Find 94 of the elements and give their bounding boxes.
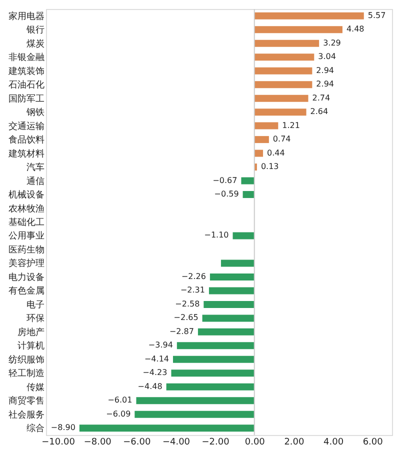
- bar: [254, 108, 306, 116]
- bar: [241, 177, 254, 184]
- data-label: 0.74: [272, 134, 291, 144]
- y-tick-label: 汽车: [26, 162, 44, 174]
- data-label: −4.23: [142, 368, 168, 378]
- data-label: 4.48: [346, 24, 364, 34]
- bar: [204, 300, 254, 308]
- data-label: 3.04: [318, 52, 336, 62]
- y-tick-label: 电力设备: [8, 272, 44, 283]
- y-tick-label: 房地产: [18, 326, 44, 338]
- data-label: −6.01: [108, 396, 132, 405]
- bar: [220, 260, 254, 267]
- y-tick-label: 轻工制造: [8, 368, 44, 380]
- data-label: −2.31: [180, 286, 205, 295]
- bar: [134, 410, 254, 418]
- y-tick-label: 煤炭: [26, 38, 44, 50]
- data-label: −2.87: [169, 326, 194, 336]
- bar: [254, 150, 264, 157]
- y-tick-label: 家用电器: [8, 10, 44, 22]
- y-tick-label: 银行: [26, 24, 44, 36]
- data-label: 3.29: [323, 38, 341, 48]
- x-tick-label: −10.00: [42, 438, 76, 448]
- x-tick-label: 0.00: [244, 438, 266, 448]
- y-tick-label: 环保: [26, 313, 44, 324]
- y-tick-label: 钢铁: [26, 107, 44, 118]
- y-tick-label: 公用事业: [8, 230, 44, 242]
- bar: [232, 232, 254, 240]
- y-tick-label: 医药生物: [8, 244, 44, 256]
- data-label: 0.13: [260, 162, 279, 172]
- bar: [254, 122, 278, 130]
- data-label: −0.67: [212, 176, 238, 185]
- x-tick-label: 6.00: [362, 438, 384, 448]
- bar: [254, 40, 320, 47]
- data-label: 2.94: [316, 80, 334, 89]
- data-label: −6.09: [106, 409, 131, 418]
- bar: [254, 94, 308, 102]
- data-label: −2.58: [175, 299, 200, 308]
- y-tick-label: 农林牧渔: [8, 203, 44, 214]
- data-label: −1.10: [204, 230, 229, 240]
- y-tick-label: 美容护理: [8, 258, 44, 270]
- x-tick-label: −8.00: [84, 438, 112, 448]
- x-tick-label: −6.00: [123, 438, 151, 448]
- y-tick-label: 基础化工: [8, 217, 44, 228]
- data-label: 1.21: [282, 120, 300, 130]
- y-tick-label: 计算机: [18, 340, 44, 352]
- y-tick-label: 石油石化: [8, 80, 44, 91]
- bar: [210, 273, 254, 280]
- bar: [176, 342, 254, 350]
- bar: [136, 397, 254, 404]
- bar: [208, 287, 254, 294]
- y-tick-label: 建筑材料: [8, 148, 44, 160]
- bar: [173, 356, 254, 363]
- y-tick-label: 食品饮料: [8, 134, 44, 146]
- y-tick-label: 机械设备: [8, 190, 44, 201]
- y-tick-label: 综合: [26, 423, 44, 434]
- bar: [254, 54, 314, 61]
- bar: [79, 424, 254, 432]
- y-tick-label: 纺织服饰: [8, 354, 44, 366]
- data-label: −2.65: [174, 313, 198, 322]
- data-label: −4.14: [144, 354, 169, 364]
- y-tick-label: 交通运输: [8, 120, 44, 132]
- y-tick-label: 商贸零售: [8, 396, 44, 407]
- bar: [198, 328, 254, 336]
- bar: [202, 314, 254, 322]
- y-tick-label: 通信: [26, 176, 44, 187]
- bar: [254, 12, 364, 20]
- x-tick-label: 4.00: [324, 438, 344, 448]
- y-tick-label: 电子: [26, 299, 44, 310]
- data-label: 2.64: [310, 107, 328, 116]
- bar: [254, 67, 312, 74]
- bar: [254, 26, 342, 34]
- data-label: 2.74: [312, 93, 330, 102]
- bar: [166, 383, 254, 390]
- data-label: 0.44: [267, 148, 285, 158]
- y-tick-label: 社会服务: [8, 409, 44, 420]
- y-tick-label: 建筑装饰: [8, 66, 44, 77]
- data-label: 5.57: [368, 10, 386, 20]
- data-label: −3.94: [148, 340, 173, 350]
- y-tick-label: 有色金属: [8, 286, 44, 297]
- bar: [242, 191, 254, 198]
- data-label: 2.94: [316, 66, 334, 75]
- data-label: −4.48: [138, 382, 162, 391]
- y-tick-label: 国防军工: [8, 93, 44, 104]
- data-label: −2.26: [181, 272, 206, 281]
- bar: [254, 81, 312, 88]
- x-tick-label: −2.00: [202, 438, 230, 448]
- bar: [254, 136, 269, 144]
- y-tick-label: 传媒: [26, 382, 44, 393]
- data-label: −8.90: [50, 423, 76, 432]
- x-tick-label: −4.00: [162, 438, 190, 448]
- data-label: −0.59: [214, 190, 239, 199]
- y-tick-label: 非银金融: [8, 52, 44, 64]
- x-tick-label: 2.00: [284, 438, 304, 448]
- bar: [171, 370, 254, 377]
